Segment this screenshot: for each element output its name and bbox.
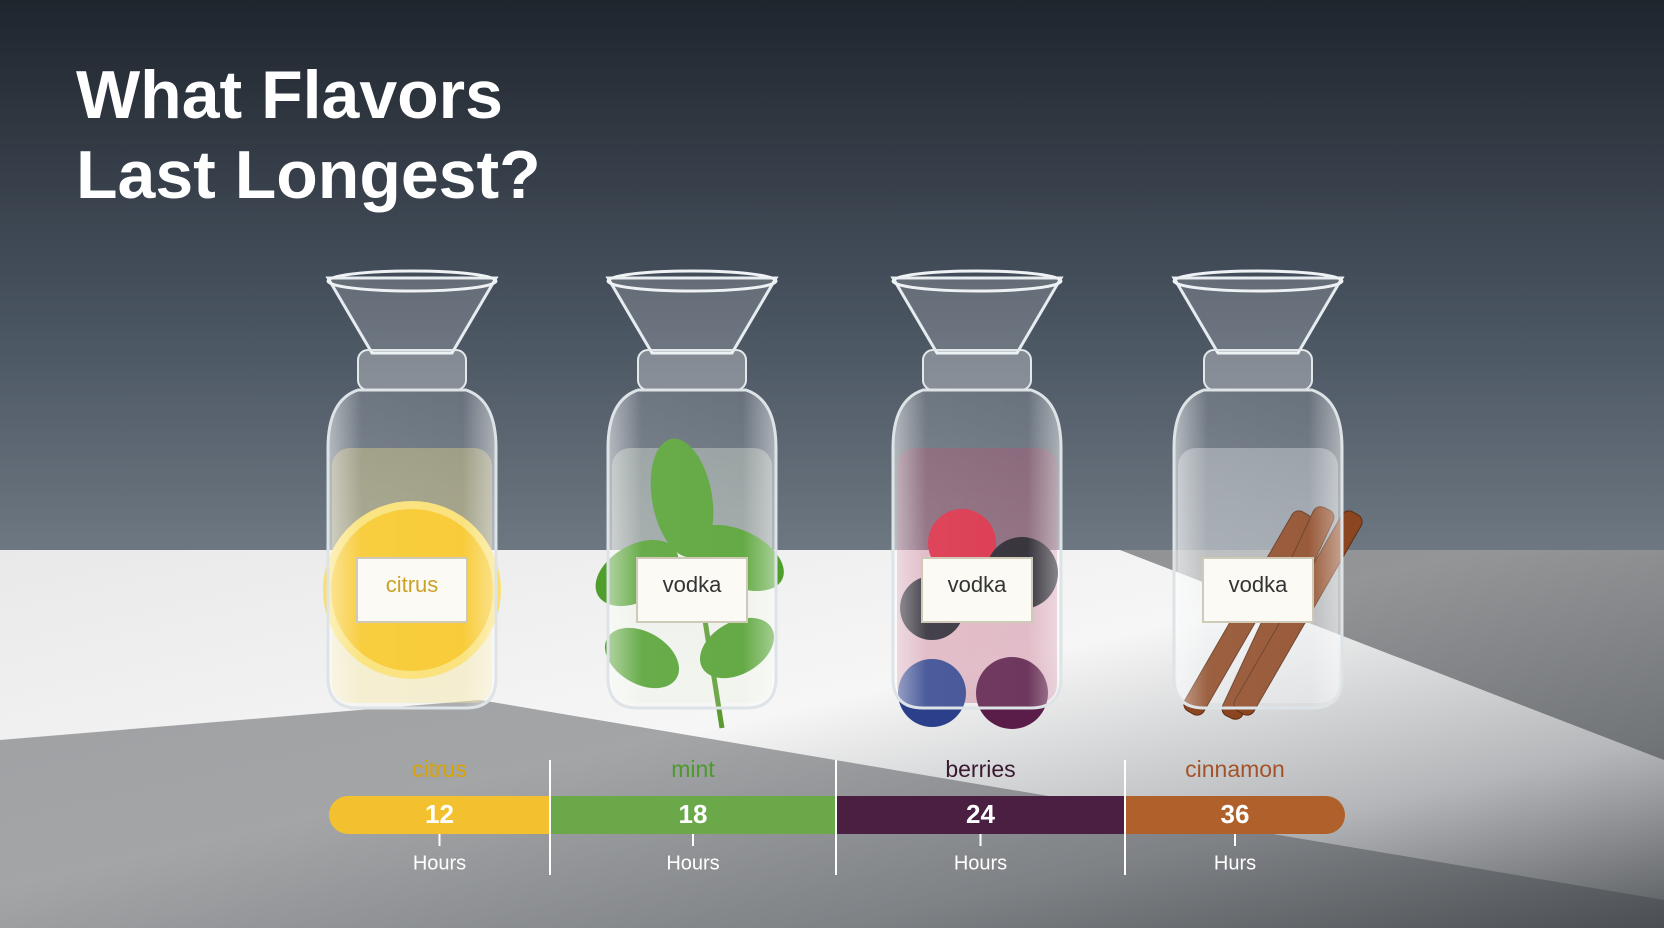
timeline-segment bbox=[1125, 796, 1345, 834]
jar-neck bbox=[637, 349, 747, 391]
jar: citrus bbox=[323, 269, 501, 710]
jar-body bbox=[606, 388, 778, 710]
jar-neck bbox=[922, 349, 1032, 391]
jars: citrus vodka vodka vodka bbox=[323, 269, 1363, 729]
flavor-label: citrus bbox=[412, 756, 467, 782]
jar: vodka bbox=[890, 269, 1064, 729]
jar-rim bbox=[891, 269, 1063, 293]
hours-unit: Hours bbox=[666, 852, 719, 874]
hours-value: 36 bbox=[1221, 799, 1250, 829]
jar-neck bbox=[1203, 349, 1313, 391]
flavor-label: berries bbox=[945, 756, 1015, 782]
timeline-segment bbox=[836, 796, 1125, 834]
jar-label: citrus bbox=[386, 572, 439, 597]
jar-body bbox=[891, 388, 1063, 710]
jar-label-box bbox=[1202, 557, 1314, 623]
flavor-label: cinnamon bbox=[1185, 756, 1285, 782]
title: What Flavors bbox=[76, 57, 503, 133]
flavor-label: mint bbox=[671, 756, 715, 782]
jar-body bbox=[326, 388, 498, 710]
timeline: citrus 12 Hours mint 18 Hours berries 24 Hours ci… bbox=[329, 756, 1345, 875]
jar-rim bbox=[1172, 269, 1344, 293]
hours-value: 12 bbox=[425, 799, 454, 829]
jar-funnel bbox=[605, 276, 779, 355]
jar-label-box bbox=[921, 557, 1033, 623]
timeline-segment bbox=[550, 796, 836, 834]
jar-funnel bbox=[325, 276, 499, 355]
jar-body bbox=[1172, 388, 1344, 710]
jar: vodka bbox=[1171, 269, 1363, 720]
hours-value: 18 bbox=[679, 799, 708, 829]
jar-label: vodka bbox=[948, 572, 1007, 597]
jar-label-box bbox=[636, 557, 748, 623]
jar-funnel bbox=[1171, 276, 1345, 355]
jar-rim bbox=[326, 269, 498, 293]
title: Last Longest? bbox=[76, 137, 541, 213]
timeline-segment bbox=[329, 796, 550, 834]
jar: vodka bbox=[595, 269, 784, 729]
jar-label: vodka bbox=[1229, 572, 1288, 597]
jar-label-box bbox=[356, 557, 468, 623]
hours-unit: Hours bbox=[954, 852, 1007, 874]
jar-rim bbox=[606, 269, 778, 293]
hours-unit: Hurs bbox=[1214, 852, 1256, 874]
jar-label: vodka bbox=[663, 572, 722, 597]
jar-funnel bbox=[890, 276, 1064, 355]
jar-neck bbox=[357, 349, 467, 391]
hours-value: 24 bbox=[966, 799, 995, 829]
background bbox=[0, 0, 1664, 560]
hours-unit: Hours bbox=[413, 852, 466, 874]
